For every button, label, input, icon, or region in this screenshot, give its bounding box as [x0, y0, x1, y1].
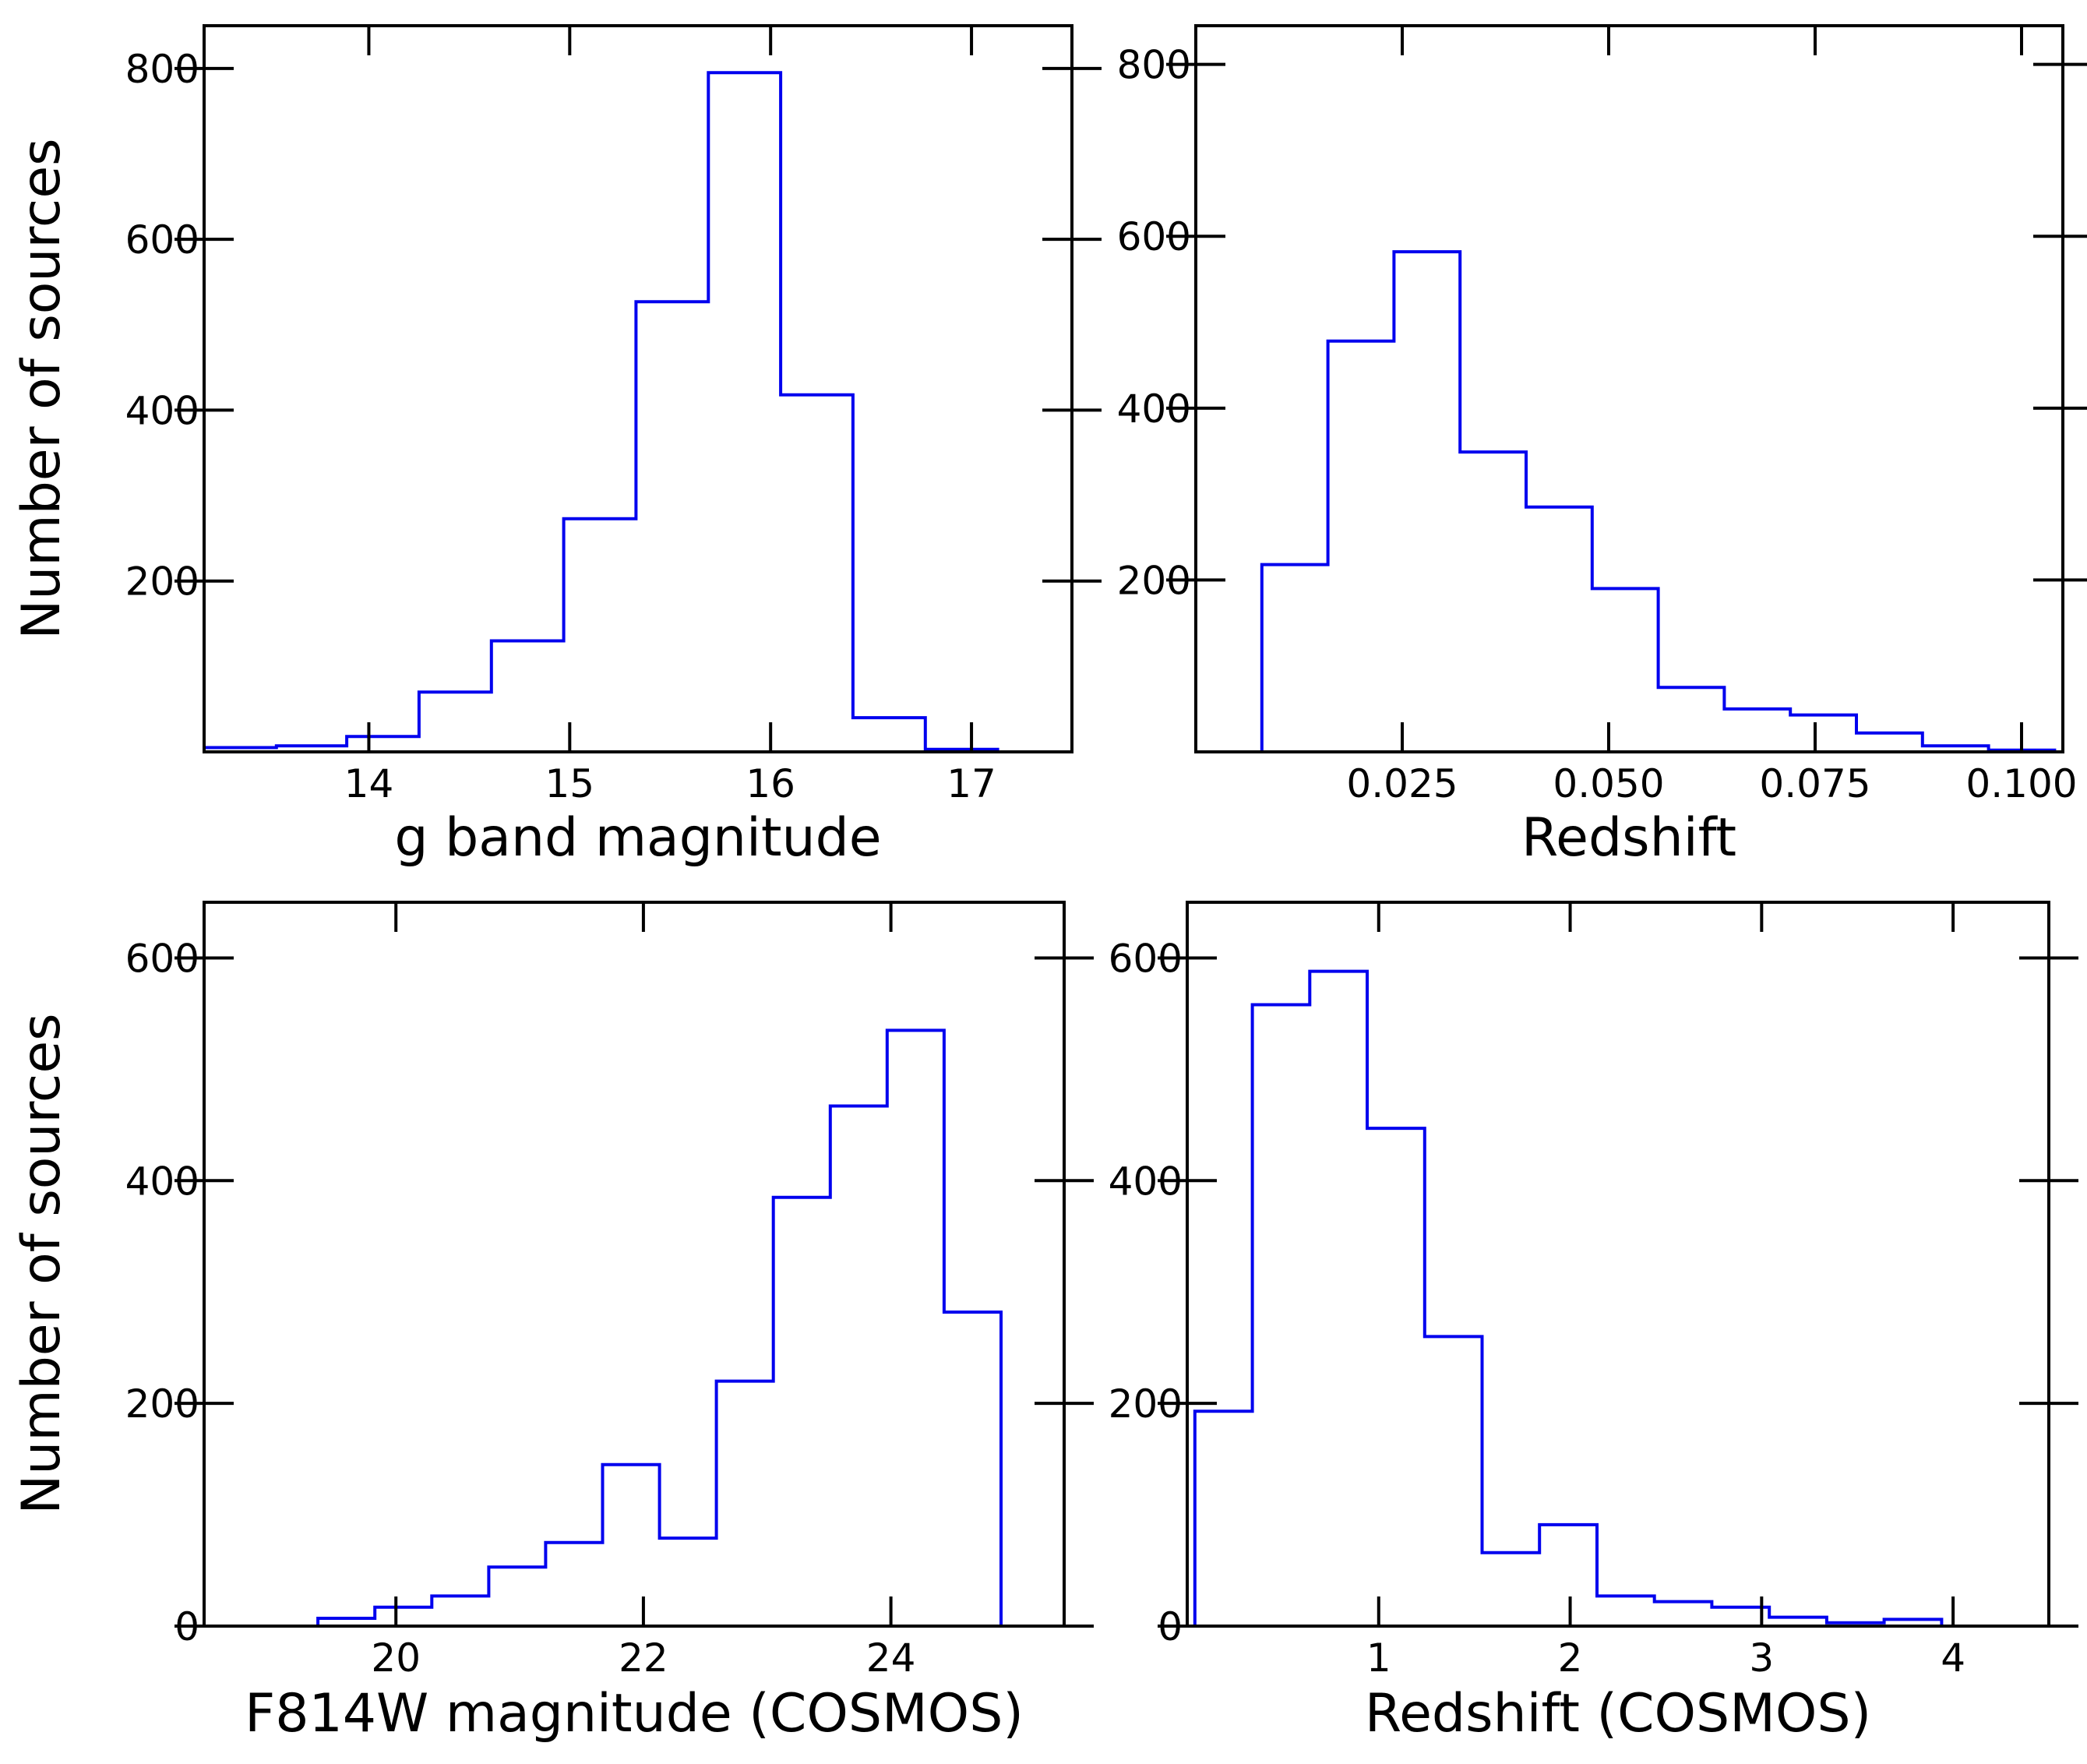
x-axis-label: F814W magnitude (COSMOS) — [245, 1683, 1024, 1745]
x-tick-label: 0.075 — [1759, 761, 1870, 806]
histogram-bin — [1262, 565, 1328, 752]
x-tick-label: 4 — [1941, 1635, 1965, 1681]
y-tick-label: 600 — [1109, 936, 1183, 981]
histogram-bin — [717, 1381, 774, 1626]
y-tick-label: 600 — [1117, 214, 1191, 259]
histogram-series-3 — [316, 1028, 1003, 1626]
y-tick-label: 400 — [125, 388, 199, 433]
histogram-bin — [1856, 733, 1923, 752]
histogram-bin — [1460, 452, 1526, 752]
x-tick-label: 24 — [866, 1635, 916, 1681]
y-tick-label: 200 — [1117, 558, 1191, 603]
x-tick-label: 0.100 — [1965, 761, 2077, 806]
histogram-bin — [853, 718, 925, 752]
x-axis-label: g band magnitude — [394, 807, 881, 869]
y-tick-label: 600 — [125, 936, 199, 981]
histogram-bin — [1659, 687, 1725, 752]
x-axis-label: Redshift — [1521, 807, 1736, 869]
x-tick-label: 3 — [1749, 1635, 1774, 1681]
x-tick-label: 16 — [746, 761, 795, 806]
plot-frame — [203, 24, 1073, 753]
histogram-bin — [944, 1312, 1001, 1626]
y-tick-label: 200 — [125, 1381, 199, 1427]
chart-panel-3: 20 22 24 0 200 400 600 F814W magnitude (COSMOS)… — [11, 901, 1094, 1745]
histogram-bin — [774, 1198, 830, 1626]
plot-frame — [1194, 24, 2064, 753]
histogram-bin — [432, 1596, 488, 1626]
histogram-bin — [545, 1543, 602, 1626]
histogram-bin — [1253, 1005, 1310, 1627]
histogram-bin — [1195, 1411, 1253, 1626]
x-tick-label: 1 — [1366, 1635, 1391, 1681]
histogram-bin — [887, 1030, 944, 1626]
y-tick-label: 400 — [1109, 1159, 1183, 1204]
histogram-bin — [1310, 972, 1367, 1626]
y-tick-label: 600 — [125, 217, 199, 263]
histogram-bin — [1724, 709, 1790, 752]
histogram-series-2 — [1260, 250, 2057, 752]
histogram-bin — [488, 1567, 545, 1626]
histogram-bin — [1425, 1336, 1482, 1626]
histogram-bin — [375, 1607, 432, 1626]
x-tick-label: 0.050 — [1553, 761, 1664, 806]
x-tick-label: 22 — [619, 1635, 668, 1681]
histogram-series-4 — [1193, 969, 1944, 1626]
histogram-bin — [830, 1106, 887, 1627]
plot-frame — [1186, 901, 2050, 1628]
x-tick-label: 17 — [947, 761, 996, 806]
histogram-bin — [419, 692, 492, 752]
chart-panel-4: 1 2 3 4 0 200 400 600 Redshift (COSMOS) — [1109, 901, 2078, 1745]
y-tick-label: 400 — [1117, 386, 1191, 432]
y-axis-label: Number of sources — [11, 1013, 72, 1514]
histogram-bin — [1539, 1525, 1597, 1626]
y-tick-label: 400 — [125, 1159, 199, 1204]
x-tick-label: 14 — [344, 761, 394, 806]
histogram-bin — [1482, 1553, 1540, 1626]
histogram-bin — [1597, 1596, 1655, 1626]
chart-panel-1: 14 15 16 17 200 400 600 800 g band magnitude Numb… — [11, 24, 1102, 869]
histogram-bin — [564, 519, 636, 752]
histogram-bin — [1367, 1128, 1425, 1626]
histogram-bin — [1526, 507, 1592, 752]
y-tick-label: 0 — [1158, 1604, 1183, 1649]
y-tick-label: 200 — [125, 559, 199, 605]
y-tick-label: 800 — [125, 47, 199, 92]
histogram-bin — [1655, 1602, 1712, 1626]
histogram-series-1 — [203, 71, 999, 752]
histogram-bin — [347, 736, 419, 752]
y-axis-label: Number of sources — [11, 138, 72, 639]
x-tick-label: 2 — [1558, 1635, 1583, 1681]
y-tick-label: 800 — [1117, 43, 1191, 88]
x-axis-label: Redshift (COSMOS) — [1365, 1683, 1871, 1745]
x-tick-label: 15 — [545, 761, 595, 806]
histogram-bin — [1394, 252, 1460, 752]
plot-frame — [203, 901, 1066, 1628]
histogram-bin — [636, 302, 708, 752]
x-tick-label: 0.025 — [1346, 761, 1458, 806]
chart-panel-2: 0.025 0.050 0.075 0.100 200 400 600 800 Redshift — [1117, 24, 2087, 869]
histogram-bin — [603, 1465, 660, 1626]
histogram-bin — [781, 395, 853, 752]
y-tick-label: 200 — [1109, 1381, 1183, 1427]
histogram-bin — [708, 72, 781, 752]
histogram-bin — [1790, 715, 1856, 752]
x-tick-label: 20 — [371, 1635, 421, 1681]
histogram-bin — [660, 1538, 717, 1626]
histogram-bin — [492, 641, 564, 753]
histogram-bin — [1592, 588, 1659, 752]
histogram-bin — [1328, 341, 1394, 752]
y-tick-label: 0 — [175, 1604, 199, 1649]
